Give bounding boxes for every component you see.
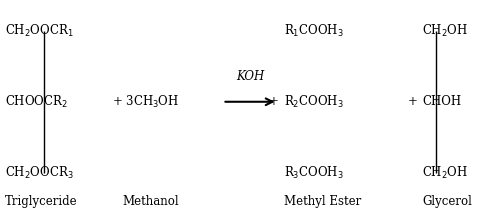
Text: Glycerol: Glycerol (422, 195, 472, 208)
Text: CH$_2$OH: CH$_2$OH (422, 23, 469, 39)
Text: Triglyceride: Triglyceride (5, 195, 78, 208)
Text: +: + (269, 95, 279, 108)
Text: CH$_2$OOCR$_1$: CH$_2$OOCR$_1$ (5, 23, 73, 39)
Text: CH$_2$OH: CH$_2$OH (422, 165, 469, 181)
Text: + 3CH$_3$OH: + 3CH$_3$OH (112, 94, 180, 110)
Text: Methanol: Methanol (122, 195, 179, 208)
Text: CH$_2$OOCR$_3$: CH$_2$OOCR$_3$ (5, 165, 73, 181)
Text: KOH: KOH (236, 70, 264, 83)
Text: CHOH: CHOH (422, 95, 462, 108)
Text: Methyl Ester: Methyl Ester (284, 195, 361, 208)
Text: CHOOCR$_2$: CHOOCR$_2$ (5, 94, 68, 110)
Text: R$_1$COOH$_3$: R$_1$COOH$_3$ (284, 23, 344, 39)
Text: R$_2$COOH$_3$: R$_2$COOH$_3$ (284, 94, 344, 110)
Text: +: + (408, 95, 418, 108)
Text: R$_3$COOH$_3$: R$_3$COOH$_3$ (284, 165, 344, 181)
